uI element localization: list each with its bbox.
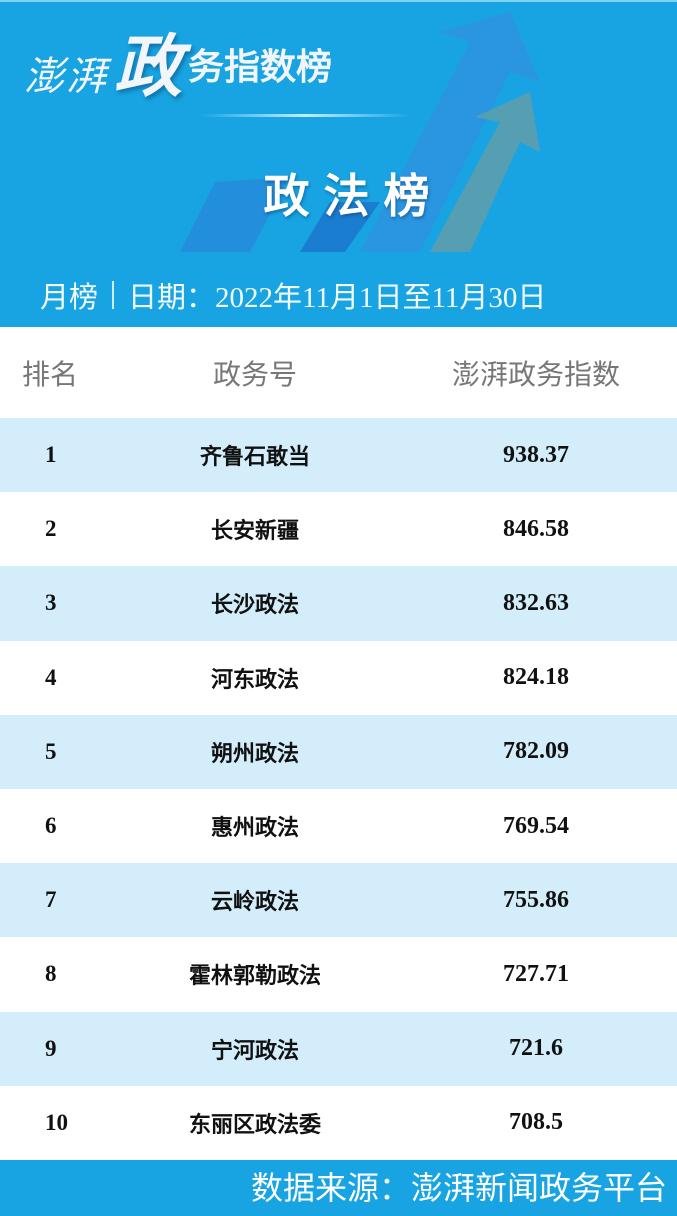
- table-row: 1 齐鲁石敢当 938.37: [0, 418, 677, 493]
- score-cell: 824.18: [503, 664, 569, 691]
- score-cell: 782.09: [503, 738, 569, 765]
- brand-text-3: 务指数榜: [188, 47, 333, 88]
- table-header: 排名 政务号 澎湃政务指数: [0, 327, 677, 418]
- list-title: 政法榜: [263, 169, 444, 223]
- rank-cell: 10: [45, 1109, 68, 1135]
- table-row: 7 云岭政法 755.86: [0, 863, 677, 938]
- column-score: 澎湃政务指数: [451, 357, 620, 391]
- divider: [112, 281, 115, 309]
- account-cell: 霍林郭勒政法: [188, 964, 321, 990]
- rank-cell: 9: [45, 1035, 57, 1061]
- table-row: 2 长安新疆 846.58: [0, 492, 677, 566]
- rising-arrows-graphic: [180, 12, 540, 252]
- account-cell: 长沙政法: [210, 593, 299, 619]
- account-cell: 东丽区政法委: [188, 1112, 321, 1138]
- column-account: 政务号: [212, 357, 297, 391]
- column-rank: 排名: [22, 357, 79, 391]
- score-cell: 832.63: [503, 589, 569, 616]
- table-row: 4 河东政法 824.18: [0, 641, 677, 715]
- account-cell: 河东政法: [210, 667, 299, 693]
- table-row: 8 霍林郭勒政法 727.71: [0, 937, 677, 1011]
- account-cell: 长安新疆: [210, 519, 299, 545]
- rank-cell: 8: [45, 961, 57, 987]
- account-cell: 齐鲁石敢当: [199, 445, 310, 471]
- table-row: 5 朔州政法 782.09: [0, 714, 677, 789]
- score-cell: 769.54: [503, 812, 569, 839]
- table-row: 9 宁河政法 721.6: [0, 1011, 677, 1086]
- table-row: 3 长沙政法 832.63: [0, 566, 677, 641]
- rank-cell: 7: [45, 887, 57, 913]
- account-cell: 云岭政法: [210, 890, 299, 916]
- brand-text-1: 澎湃: [24, 54, 108, 100]
- ranking-table: 1 齐鲁石敢当 938.37 2 长安新疆 846.58 3 长沙政法 832.63 4 河东政法 8…: [0, 418, 677, 1160]
- period-label: 月榜: [40, 282, 99, 314]
- score-cell: 938.37: [503, 441, 569, 468]
- account-cell: 惠州政法: [210, 816, 299, 842]
- account-cell: 宁河政法: [210, 1038, 299, 1064]
- table-row: 6 惠州政法 769.54: [0, 789, 677, 863]
- date-line: 月榜 日期：2022年11月1日至11月30日: [40, 274, 546, 316]
- account-cell: 朔州政法: [210, 741, 299, 767]
- rank-cell: 1: [45, 442, 57, 468]
- rank-cell: 4: [45, 664, 57, 690]
- brand-logo: 澎湃 政 务指数榜: [24, 32, 332, 102]
- score-cell: 708.5: [509, 1109, 563, 1136]
- table-row: 10 东丽区政法委 708.5: [0, 1086, 677, 1160]
- rank-cell: 3: [45, 590, 57, 616]
- rank-cell: 6: [45, 813, 57, 839]
- banner: 澎湃 政 务指数榜 政法榜 月榜 日期：2022年11月1日至11月30日: [0, 0, 677, 327]
- date-range: 日期：2022年11月1日至11月30日: [128, 282, 547, 314]
- rank-cell: 5: [45, 738, 57, 764]
- score-cell: 846.58: [503, 515, 569, 542]
- brand-text-2: 政: [114, 27, 183, 107]
- source-footer: 数据来源：澎湃新闻政务平台: [0, 1159, 677, 1216]
- score-cell: 721.6: [509, 1035, 563, 1062]
- glow-line: [200, 114, 410, 117]
- score-cell: 755.86: [503, 886, 569, 913]
- score-cell: 727.71: [503, 960, 569, 987]
- rank-cell: 2: [45, 516, 57, 542]
